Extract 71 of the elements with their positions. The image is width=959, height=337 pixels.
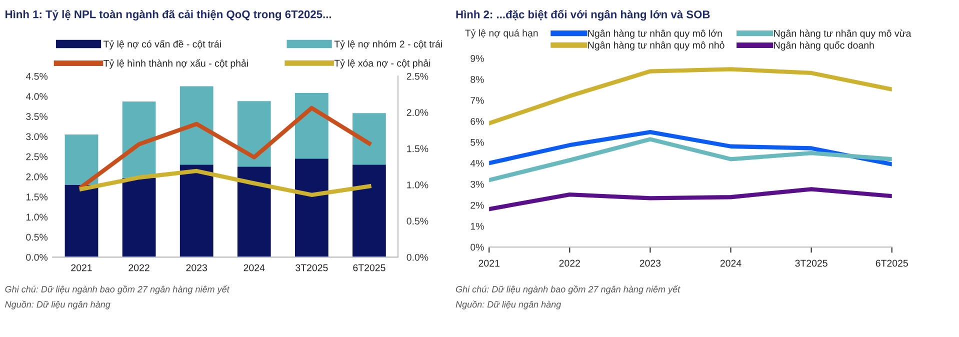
text: Nguồn: Dữ liệu ngân hàng <box>5 300 110 310</box>
y-tick-label: 8% <box>470 76 484 83</box>
y-tick-label: 2.5% <box>26 153 48 160</box>
bar <box>122 178 156 258</box>
bar <box>64 134 98 185</box>
x-tick-label: 3T2025 <box>795 260 828 267</box>
bar <box>294 93 328 159</box>
y-tick-label: 3.0% <box>26 133 48 140</box>
y-tick-label: 2.0% <box>26 173 48 180</box>
x-tick-label: 2022 <box>128 264 150 272</box>
x-tick-label: 2024 <box>244 264 265 272</box>
x-tick-label: 2023 <box>640 260 661 267</box>
y2-tick-label: 1.5% <box>407 145 428 152</box>
x-tick-label: 2022 <box>559 260 580 267</box>
legend-label: Tỷ lệ nợ có vấn đề - cột trái <box>104 40 221 50</box>
y2-tick-label: 0.0% <box>406 254 428 261</box>
line-series <box>79 106 372 189</box>
text: Ghi chú: Dữ liệu ngành bao gồm 27 ngân hàng niêm yết <box>456 285 680 294</box>
legend-label: Ngân hàng quốc doanh <box>774 41 874 51</box>
line-series <box>489 130 892 166</box>
y-axis-title: Tỷ lệ nợ quá hạn <box>465 29 538 38</box>
y-tick-label: 1.0% <box>26 214 48 221</box>
x-tick-label: 2023 <box>186 264 207 272</box>
y-tick-label: 1% <box>470 222 484 230</box>
y-tick-label: 3% <box>470 180 484 188</box>
y-tick-label: 7% <box>470 97 484 104</box>
x-tick-label: 2021 <box>71 264 92 272</box>
y2-tick-label: 2.5% <box>406 72 428 80</box>
y-tick-label: 0.5% <box>26 234 48 241</box>
bar <box>64 184 98 258</box>
y-tick-label: 6% <box>470 118 484 125</box>
line-series <box>489 187 892 212</box>
y-tick-label: 1.5% <box>26 194 48 200</box>
chart-title: Hình 1: Tỷ lệ NPL toàn ngành đã cải thiện QoQ trong 6T2025... <box>6 10 332 20</box>
x-tick-label: 6T2025 <box>353 264 386 272</box>
y-tick-label: 0.0% <box>26 254 48 261</box>
x-tick-label: 6T2025 <box>876 260 908 267</box>
legend-label: Tỷ lệ hình thành nợ xấu - cột phải <box>104 59 248 69</box>
y-tick-label: 4.5% <box>26 72 48 80</box>
text: Nguồn: Dữ liệu ngân hàng <box>456 300 562 310</box>
y2-tick-label: 1.0% <box>407 181 428 188</box>
bar <box>122 102 156 178</box>
y2-tick-label: 0.5% <box>406 218 428 225</box>
bar <box>352 164 386 258</box>
chart-title: Hình 2: ...đặc biệt đối với ngân hàng lớn và SOB <box>456 10 710 21</box>
y-tick-label: 4.0% <box>26 93 48 100</box>
legend-label: Tỷ lệ nợ nhóm 2 - cột trái <box>334 40 442 50</box>
y-tick-label: 4% <box>470 160 484 167</box>
bar <box>352 113 386 165</box>
bar <box>237 101 271 167</box>
legend-label: Ngân hàng tư nhân quy mô lớn <box>588 30 722 39</box>
y2-tick-label: 2.0% <box>406 109 428 116</box>
y-tick-label: 0% <box>470 244 484 251</box>
x-tick-label: 2021 <box>478 260 500 267</box>
y-tick-label: 2% <box>470 202 484 209</box>
y-tick-label: 5% <box>470 138 484 146</box>
text: Ghi chú: Dữ liệu ngành bao gồm 27 ngân hàng niêm yết <box>5 285 230 294</box>
line-series <box>79 168 372 197</box>
y-tick-label: 3.5% <box>26 113 48 120</box>
line-series <box>489 67 892 126</box>
y-tick-label: 9% <box>470 55 484 62</box>
legend-label: Ngân hàng tư nhân quy mô nhỏ <box>588 41 724 51</box>
bar <box>180 164 214 258</box>
line-series <box>489 137 892 182</box>
legend-label: Tỷ lệ xóa nợ - cột phải <box>334 59 430 69</box>
bar <box>294 158 328 258</box>
bar <box>237 166 271 258</box>
x-tick-label: 2024 <box>720 260 742 267</box>
bar <box>180 86 214 165</box>
x-tick-label: 3T2025 <box>296 264 328 272</box>
legend-label: Ngân hàng tư nhân quy mô vừa <box>774 30 912 39</box>
